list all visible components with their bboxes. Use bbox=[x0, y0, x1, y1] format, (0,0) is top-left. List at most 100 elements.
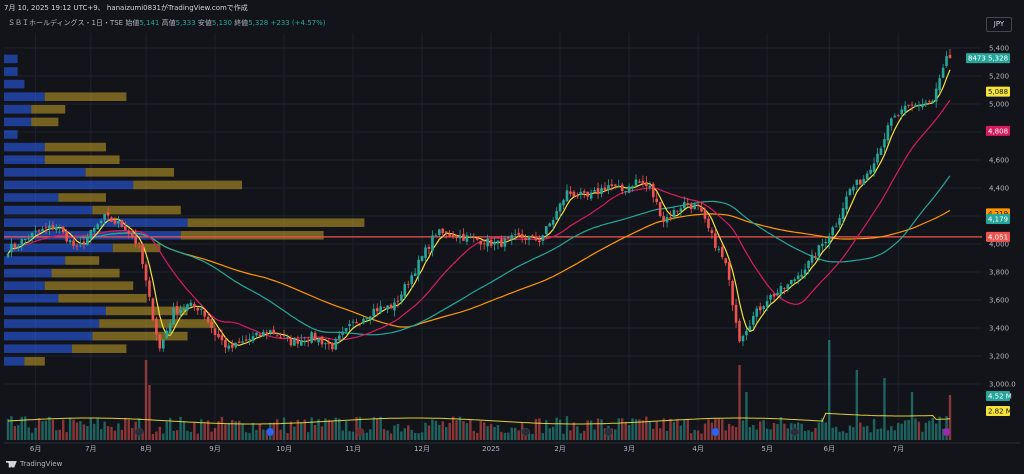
candle bbox=[848, 187, 852, 197]
volume-bar bbox=[893, 430, 896, 440]
candle-body bbox=[68, 240, 72, 243]
candle-body bbox=[703, 209, 707, 219]
candle-body bbox=[206, 316, 210, 323]
candle-body bbox=[375, 308, 379, 312]
candle-body bbox=[676, 210, 679, 212]
volume-bar bbox=[289, 421, 293, 440]
candle-body bbox=[510, 235, 514, 240]
candle bbox=[693, 202, 696, 210]
candle-body bbox=[327, 342, 331, 344]
currency-button[interactable]: JPY bbox=[986, 17, 1012, 32]
volume-bar bbox=[362, 432, 365, 440]
candle bbox=[420, 255, 424, 263]
volume-bar bbox=[489, 424, 493, 440]
candle bbox=[486, 234, 489, 252]
candle bbox=[86, 233, 89, 246]
candle bbox=[883, 132, 886, 154]
candles bbox=[6, 48, 952, 354]
volume-bar bbox=[676, 419, 679, 440]
volume-bar bbox=[231, 420, 234, 440]
volume-bar bbox=[900, 423, 903, 440]
candle-body bbox=[27, 238, 31, 240]
brand-logo[interactable]: TradingView bbox=[6, 460, 62, 468]
candle bbox=[379, 300, 382, 315]
price-tag: 4,179 bbox=[986, 213, 1010, 224]
candle-body bbox=[789, 279, 793, 284]
candle-body bbox=[638, 181, 641, 183]
candle bbox=[355, 318, 358, 324]
candle-body bbox=[527, 236, 531, 240]
volume-bar bbox=[241, 423, 244, 440]
candle-body bbox=[831, 227, 834, 236]
volume-bar bbox=[762, 420, 765, 440]
volume-bar bbox=[448, 422, 451, 440]
candle-body bbox=[48, 225, 51, 229]
candle-body bbox=[724, 258, 728, 264]
volume-bar bbox=[472, 430, 476, 440]
volume-profile-bar-buy bbox=[4, 180, 134, 190]
candle-body bbox=[890, 118, 893, 126]
price-tag-label: 4,808 bbox=[988, 127, 1008, 135]
volume-bar bbox=[351, 431, 355, 440]
volume-bar bbox=[755, 429, 758, 440]
volume-bar bbox=[686, 419, 689, 440]
candle-body bbox=[389, 304, 393, 309]
candle bbox=[213, 326, 217, 342]
candle bbox=[400, 291, 403, 305]
candle-body bbox=[130, 233, 134, 238]
volume-bar bbox=[310, 417, 313, 440]
candle bbox=[665, 213, 669, 228]
candle-body bbox=[755, 308, 759, 317]
volume-bar bbox=[331, 420, 334, 440]
y-tick-label: 5,000 bbox=[989, 101, 1009, 109]
candle-body bbox=[827, 235, 831, 244]
candle-body bbox=[382, 306, 386, 308]
candle bbox=[351, 319, 355, 328]
candle-body bbox=[479, 240, 483, 245]
candle-body bbox=[689, 204, 693, 210]
candle bbox=[268, 329, 272, 336]
volume-bar bbox=[124, 417, 127, 440]
price-tag-symbol: 8473 bbox=[968, 55, 986, 63]
volume-tag-bg bbox=[986, 406, 1010, 416]
candle-body bbox=[451, 234, 455, 238]
candle bbox=[127, 228, 131, 239]
volume-bar bbox=[876, 429, 879, 440]
volume-bar bbox=[182, 421, 186, 440]
candle-body bbox=[593, 190, 596, 192]
volume-bar bbox=[593, 429, 596, 440]
volume-profile-bar-buy bbox=[4, 319, 100, 328]
candle-body bbox=[220, 335, 224, 341]
candle bbox=[68, 239, 72, 245]
event-marker-icon bbox=[604, 427, 613, 437]
volume-bar bbox=[451, 416, 455, 440]
volume-tag-label: 2.82 M bbox=[988, 408, 1012, 416]
candle bbox=[634, 174, 638, 187]
volume-bar bbox=[438, 424, 441, 440]
candle-body bbox=[320, 336, 324, 345]
candle bbox=[220, 329, 224, 345]
volume-bar bbox=[127, 419, 130, 440]
candle bbox=[365, 316, 369, 323]
candle bbox=[613, 183, 617, 190]
candle bbox=[917, 101, 921, 112]
candle bbox=[48, 220, 51, 235]
candle-body bbox=[803, 269, 807, 275]
candle-body bbox=[731, 281, 734, 306]
volume-profile-bar-buy bbox=[4, 117, 32, 127]
volume-bar bbox=[334, 417, 338, 440]
volume-bar bbox=[413, 433, 417, 440]
volume-bar bbox=[834, 426, 838, 440]
volume-bar bbox=[617, 418, 620, 440]
candle-body bbox=[500, 239, 503, 247]
volume-bar bbox=[679, 425, 683, 440]
candle bbox=[458, 229, 462, 244]
candle-body bbox=[317, 338, 320, 343]
x-tick-label: 4月 bbox=[692, 445, 703, 453]
candle-body bbox=[834, 225, 838, 227]
candle-body bbox=[872, 163, 876, 172]
candle bbox=[258, 332, 262, 339]
candle-body bbox=[769, 295, 772, 300]
